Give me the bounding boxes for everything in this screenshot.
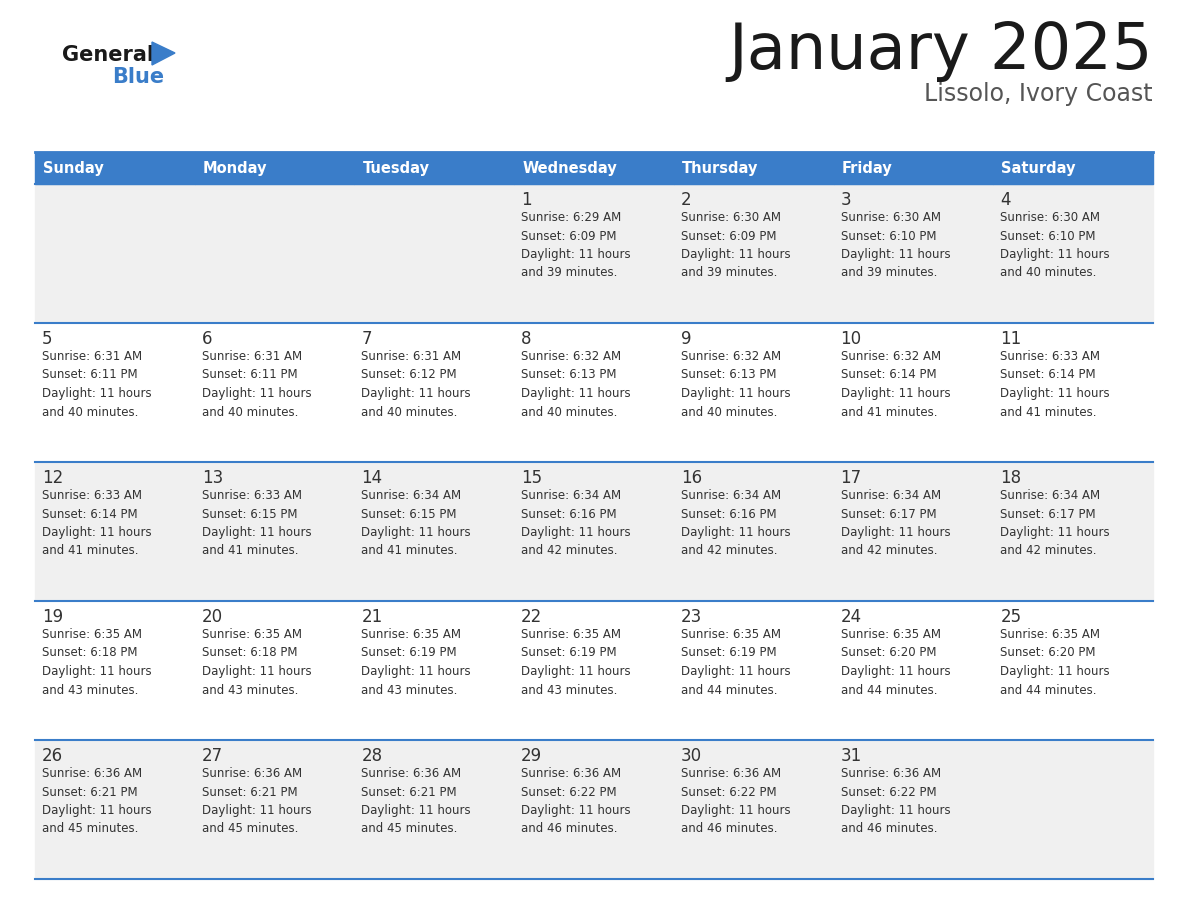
Text: 13: 13 [202,469,223,487]
Text: Sunrise: 6:32 AM
Sunset: 6:14 PM
Daylight: 11 hours
and 41 minutes.: Sunrise: 6:32 AM Sunset: 6:14 PM Dayligh… [841,350,950,419]
Text: Sunrise: 6:31 AM
Sunset: 6:11 PM
Daylight: 11 hours
and 40 minutes.: Sunrise: 6:31 AM Sunset: 6:11 PM Dayligh… [202,350,311,419]
Text: Sunrise: 6:30 AM
Sunset: 6:10 PM
Daylight: 11 hours
and 40 minutes.: Sunrise: 6:30 AM Sunset: 6:10 PM Dayligh… [1000,211,1110,279]
Text: Sunrise: 6:33 AM
Sunset: 6:14 PM
Daylight: 11 hours
and 41 minutes.: Sunrise: 6:33 AM Sunset: 6:14 PM Dayligh… [1000,350,1110,419]
Text: Lissolo, Ivory Coast: Lissolo, Ivory Coast [924,82,1154,106]
Text: Sunrise: 6:35 AM
Sunset: 6:19 PM
Daylight: 11 hours
and 43 minutes.: Sunrise: 6:35 AM Sunset: 6:19 PM Dayligh… [522,628,631,697]
Text: Sunrise: 6:34 AM
Sunset: 6:17 PM
Daylight: 11 hours
and 42 minutes.: Sunrise: 6:34 AM Sunset: 6:17 PM Dayligh… [841,489,950,557]
Text: 2: 2 [681,191,691,209]
Text: 22: 22 [522,608,543,626]
Text: 5: 5 [42,330,52,348]
Text: Sunrise: 6:33 AM
Sunset: 6:14 PM
Daylight: 11 hours
and 41 minutes.: Sunrise: 6:33 AM Sunset: 6:14 PM Dayligh… [42,489,152,557]
Polygon shape [152,42,175,65]
Text: Sunrise: 6:35 AM
Sunset: 6:20 PM
Daylight: 11 hours
and 44 minutes.: Sunrise: 6:35 AM Sunset: 6:20 PM Dayligh… [841,628,950,697]
Text: 26: 26 [42,747,63,765]
Text: Sunrise: 6:31 AM
Sunset: 6:11 PM
Daylight: 11 hours
and 40 minutes.: Sunrise: 6:31 AM Sunset: 6:11 PM Dayligh… [42,350,152,419]
Text: 17: 17 [841,469,861,487]
Bar [674,152,834,184]
Text: 1: 1 [522,191,532,209]
Bar [34,601,1154,740]
Text: 16: 16 [681,469,702,487]
Text: 14: 14 [361,469,383,487]
Text: Sunrise: 6:34 AM
Sunset: 6:16 PM
Daylight: 11 hours
and 42 minutes.: Sunrise: 6:34 AM Sunset: 6:16 PM Dayligh… [681,489,790,557]
Text: 31: 31 [841,747,861,765]
Text: Sunrise: 6:34 AM
Sunset: 6:17 PM
Daylight: 11 hours
and 42 minutes.: Sunrise: 6:34 AM Sunset: 6:17 PM Dayligh… [1000,489,1110,557]
Text: 28: 28 [361,747,383,765]
Text: 18: 18 [1000,469,1022,487]
Text: Sunrise: 6:35 AM
Sunset: 6:19 PM
Daylight: 11 hours
and 43 minutes.: Sunrise: 6:35 AM Sunset: 6:19 PM Dayligh… [361,628,472,697]
Text: 20: 20 [202,608,223,626]
Bar [34,462,1154,601]
Bar [34,152,195,184]
Text: 19: 19 [42,608,63,626]
Text: Sunrise: 6:35 AM
Sunset: 6:18 PM
Daylight: 11 hours
and 43 minutes.: Sunrise: 6:35 AM Sunset: 6:18 PM Dayligh… [202,628,311,697]
Text: Sunrise: 6:36 AM
Sunset: 6:21 PM
Daylight: 11 hours
and 45 minutes.: Sunrise: 6:36 AM Sunset: 6:21 PM Dayligh… [202,767,311,835]
Text: Sunrise: 6:35 AM
Sunset: 6:19 PM
Daylight: 11 hours
and 44 minutes.: Sunrise: 6:35 AM Sunset: 6:19 PM Dayligh… [681,628,790,697]
Text: Sunrise: 6:32 AM
Sunset: 6:13 PM
Daylight: 11 hours
and 40 minutes.: Sunrise: 6:32 AM Sunset: 6:13 PM Dayligh… [681,350,790,419]
Text: 29: 29 [522,747,542,765]
Bar [195,152,354,184]
Text: January 2025: January 2025 [728,20,1154,82]
Text: Sunrise: 6:36 AM
Sunset: 6:21 PM
Daylight: 11 hours
and 45 minutes.: Sunrise: 6:36 AM Sunset: 6:21 PM Dayligh… [42,767,152,835]
Text: Sunrise: 6:34 AM
Sunset: 6:15 PM
Daylight: 11 hours
and 41 minutes.: Sunrise: 6:34 AM Sunset: 6:15 PM Dayligh… [361,489,472,557]
Text: Sunrise: 6:34 AM
Sunset: 6:16 PM
Daylight: 11 hours
and 42 minutes.: Sunrise: 6:34 AM Sunset: 6:16 PM Dayligh… [522,489,631,557]
Text: Sunrise: 6:32 AM
Sunset: 6:13 PM
Daylight: 11 hours
and 40 minutes.: Sunrise: 6:32 AM Sunset: 6:13 PM Dayligh… [522,350,631,419]
Text: Sunrise: 6:31 AM
Sunset: 6:12 PM
Daylight: 11 hours
and 40 minutes.: Sunrise: 6:31 AM Sunset: 6:12 PM Dayligh… [361,350,472,419]
Bar [834,152,993,184]
Text: 10: 10 [841,330,861,348]
Text: Sunday: Sunday [43,161,103,175]
Text: 30: 30 [681,747,702,765]
Bar [34,323,1154,462]
Text: Sunrise: 6:36 AM
Sunset: 6:22 PM
Daylight: 11 hours
and 46 minutes.: Sunrise: 6:36 AM Sunset: 6:22 PM Dayligh… [522,767,631,835]
Text: 25: 25 [1000,608,1022,626]
Text: Monday: Monday [203,161,267,175]
Text: Friday: Friday [841,161,892,175]
Text: Sunrise: 6:36 AM
Sunset: 6:22 PM
Daylight: 11 hours
and 46 minutes.: Sunrise: 6:36 AM Sunset: 6:22 PM Dayligh… [681,767,790,835]
Text: 6: 6 [202,330,213,348]
Text: Sunrise: 6:36 AM
Sunset: 6:21 PM
Daylight: 11 hours
and 45 minutes.: Sunrise: 6:36 AM Sunset: 6:21 PM Dayligh… [361,767,472,835]
Text: Sunrise: 6:35 AM
Sunset: 6:18 PM
Daylight: 11 hours
and 43 minutes.: Sunrise: 6:35 AM Sunset: 6:18 PM Dayligh… [42,628,152,697]
Text: Sunrise: 6:36 AM
Sunset: 6:22 PM
Daylight: 11 hours
and 46 minutes.: Sunrise: 6:36 AM Sunset: 6:22 PM Dayligh… [841,767,950,835]
Text: Wednesday: Wednesday [523,161,617,175]
Text: Sunrise: 6:35 AM
Sunset: 6:20 PM
Daylight: 11 hours
and 44 minutes.: Sunrise: 6:35 AM Sunset: 6:20 PM Dayligh… [1000,628,1110,697]
Text: 9: 9 [681,330,691,348]
Text: 23: 23 [681,608,702,626]
Text: Sunrise: 6:33 AM
Sunset: 6:15 PM
Daylight: 11 hours
and 41 minutes.: Sunrise: 6:33 AM Sunset: 6:15 PM Dayligh… [202,489,311,557]
Text: 7: 7 [361,330,372,348]
Text: Sunrise: 6:30 AM
Sunset: 6:09 PM
Daylight: 11 hours
and 39 minutes.: Sunrise: 6:30 AM Sunset: 6:09 PM Dayligh… [681,211,790,279]
Text: Sunrise: 6:30 AM
Sunset: 6:10 PM
Daylight: 11 hours
and 39 minutes.: Sunrise: 6:30 AM Sunset: 6:10 PM Dayligh… [841,211,950,279]
Text: 21: 21 [361,608,383,626]
Bar [514,152,674,184]
Text: 15: 15 [522,469,542,487]
Bar [34,740,1154,879]
Text: 12: 12 [42,469,63,487]
Bar [993,152,1154,184]
Text: Blue: Blue [112,67,164,87]
Text: General: General [62,45,154,65]
Text: 24: 24 [841,608,861,626]
Text: 27: 27 [202,747,223,765]
Text: 4: 4 [1000,191,1011,209]
Text: 11: 11 [1000,330,1022,348]
Text: Tuesday: Tuesday [362,161,429,175]
Text: Sunrise: 6:29 AM
Sunset: 6:09 PM
Daylight: 11 hours
and 39 minutes.: Sunrise: 6:29 AM Sunset: 6:09 PM Dayligh… [522,211,631,279]
Text: 3: 3 [841,191,851,209]
Text: Thursday: Thursday [682,161,758,175]
Bar [354,152,514,184]
Bar [34,184,1154,323]
Text: 8: 8 [522,330,532,348]
Text: Saturday: Saturday [1001,161,1076,175]
